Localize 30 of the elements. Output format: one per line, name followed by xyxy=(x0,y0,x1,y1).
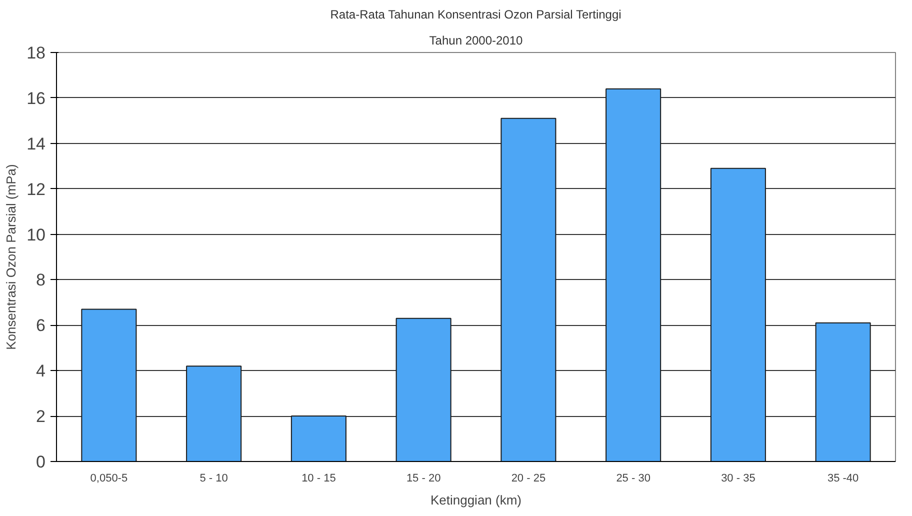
y-tick-label: 14 xyxy=(26,134,46,154)
y-tick-label: 12 xyxy=(26,180,46,199)
y-tick-label: 8 xyxy=(36,270,46,290)
bar xyxy=(500,118,556,462)
y-tick-label: 4 xyxy=(36,362,46,381)
y-tick-label: 6 xyxy=(36,316,46,336)
y-axis-title: Konsentrasi Ozon Parsial (mPa) xyxy=(4,164,19,350)
y-tick-label: 16 xyxy=(26,88,46,108)
y-tick-label: 2 xyxy=(36,407,46,426)
x-tick-label: 25 - 30 xyxy=(616,472,650,484)
bar xyxy=(396,318,452,462)
bar xyxy=(290,416,346,462)
y-tick-label: 18 xyxy=(26,44,46,62)
bar xyxy=(815,322,871,462)
chart-subtitle: Tahun 2000-2010 xyxy=(429,34,524,48)
bar xyxy=(81,308,137,462)
x-tick-label: 35 -40 xyxy=(827,472,859,484)
bar xyxy=(606,88,662,462)
x-tick-label: 0,050-5 xyxy=(90,472,128,484)
x-tick-label: 5 - 10 xyxy=(200,472,228,484)
y-tick-label: 10 xyxy=(26,225,46,244)
y-tick-label: 0 xyxy=(36,452,46,472)
x-tick-label: 30 - 35 xyxy=(721,472,756,484)
bar xyxy=(710,168,766,462)
x-tick-label: 10 - 15 xyxy=(302,472,336,484)
chart-title: Rata-Rata Tahunan Konsentrasi Ozon Parsial Tertinggi xyxy=(330,8,622,22)
x-axis-title: Ketinggian (km) xyxy=(430,492,522,508)
bar xyxy=(186,366,242,462)
x-tick-label: 15 - 20 xyxy=(406,472,441,484)
x-tick-label: 20 - 25 xyxy=(511,472,546,484)
